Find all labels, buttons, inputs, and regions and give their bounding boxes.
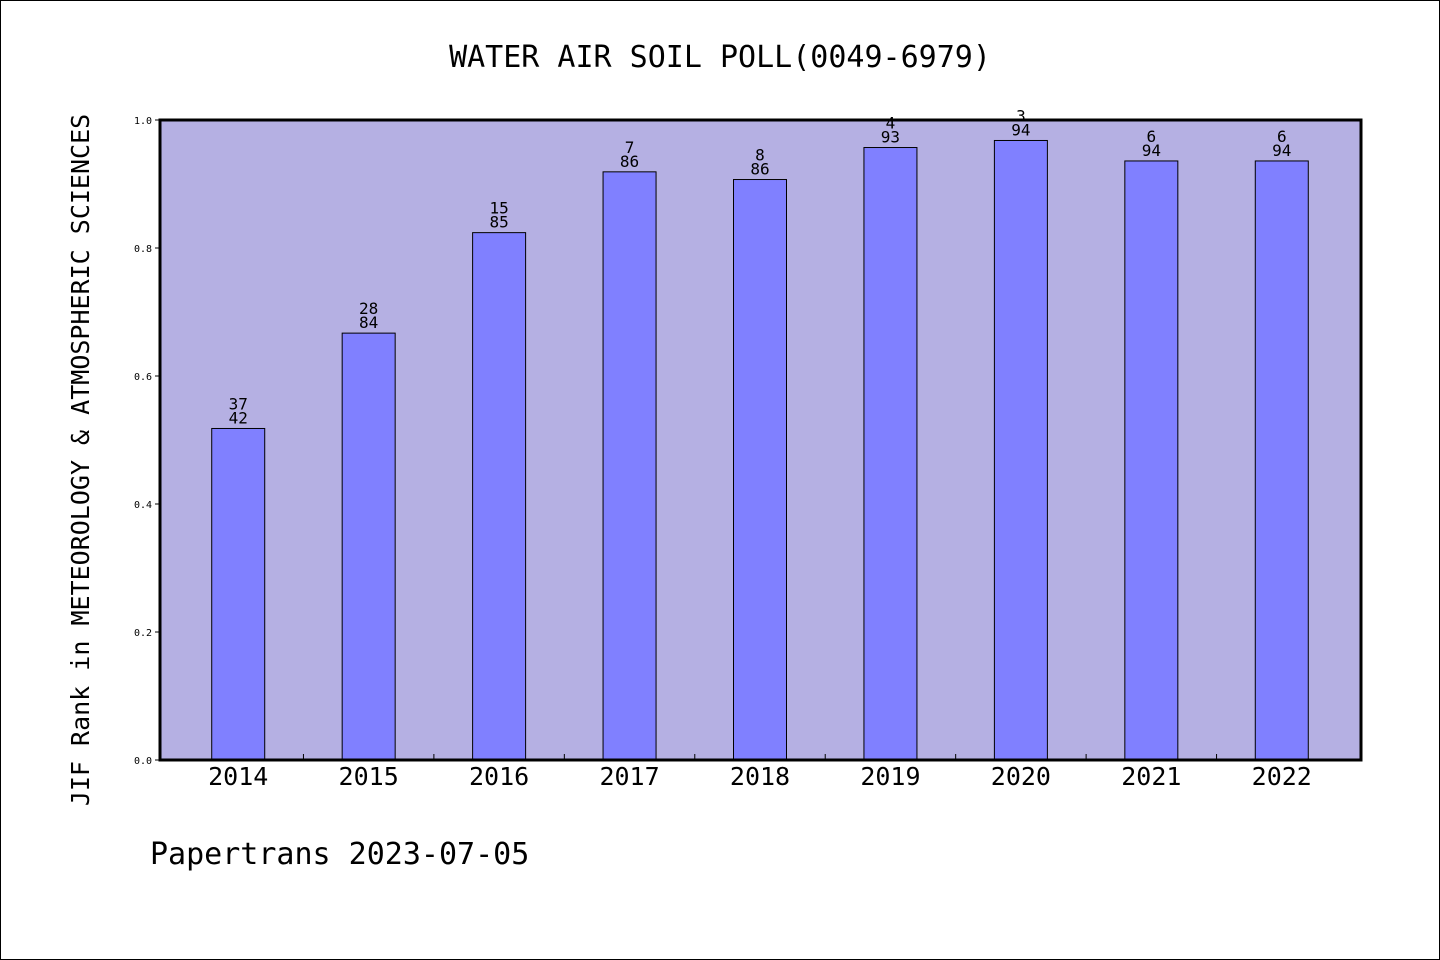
data-label-total: 85 (489, 213, 508, 232)
y-axis-label: JIF Rank in METEOROLOGY & ATMOSPHERIC SC… (66, 114, 95, 806)
bar-2015 (341, 332, 396, 761)
y-tick-label: 0.8 (134, 244, 152, 255)
data-label-total: 94 (1272, 141, 1291, 160)
x-axis: 2014 2015 2016 2017 2018 2019 2020 2021 2022 (208, 754, 1312, 791)
y-tick-label: 0.2 (134, 628, 152, 639)
data-label-rank: 15 (489, 199, 508, 218)
y-tick-label: 0.0 (134, 756, 152, 767)
x-tick-label: 2015 (339, 762, 399, 791)
data-label-rank: 37 (229, 394, 248, 413)
bar-2018 (733, 179, 787, 761)
x-tick-label: 2020 (991, 762, 1051, 791)
plot-border (158, 118, 1363, 762)
data-label-total: 84 (359, 313, 378, 332)
data-label-total: 86 (750, 160, 769, 179)
data-label-rank: 7 (625, 138, 635, 157)
data-label-rank: 4 (886, 114, 896, 133)
bar-2022 (1254, 160, 1309, 761)
x-tick-label: 2014 (208, 762, 268, 791)
y-tick-label: 0.4 (134, 500, 152, 511)
x-tick-label: 2016 (469, 762, 529, 791)
data-label-rank: 8 (755, 146, 765, 165)
bar-2014 (211, 427, 266, 761)
y-axis: 0.0 0.2 0.4 0.6 0.8 1.0 (134, 116, 160, 767)
bar-2016 (472, 232, 527, 761)
data-label-rank: 6 (1147, 127, 1157, 146)
data-label-rank: 28 (359, 299, 378, 318)
data-label-total: 94 (1142, 141, 1161, 160)
data-label-rank: 3 (1016, 106, 1026, 125)
data-label-rank: 6 (1277, 127, 1287, 146)
y-tick-label: 0.6 (134, 372, 152, 383)
bar-2019 (863, 147, 918, 761)
bar-2020 (993, 139, 1048, 761)
data-label-total: 94 (1011, 120, 1030, 139)
data-label-total: 86 (620, 152, 639, 171)
data-label-total: 93 (881, 128, 900, 147)
x-tick-label: 2019 (860, 762, 920, 791)
chart-title: WATER AIR SOIL POLL(0049-6979) (449, 40, 991, 75)
data-label-total: 42 (229, 408, 248, 427)
x-tick-label: 2017 (599, 762, 659, 791)
bar-2021 (1124, 160, 1179, 761)
x-tick-label: 2018 (730, 762, 790, 791)
y-tick-label: 1.0 (134, 116, 152, 127)
x-tick-label: 2022 (1252, 762, 1312, 791)
x-tick-label: 2021 (1121, 762, 1181, 791)
bar-series (211, 139, 1309, 761)
footer-text: Papertrans 2023-07-05 (150, 837, 529, 872)
bar-2017 (602, 171, 657, 761)
